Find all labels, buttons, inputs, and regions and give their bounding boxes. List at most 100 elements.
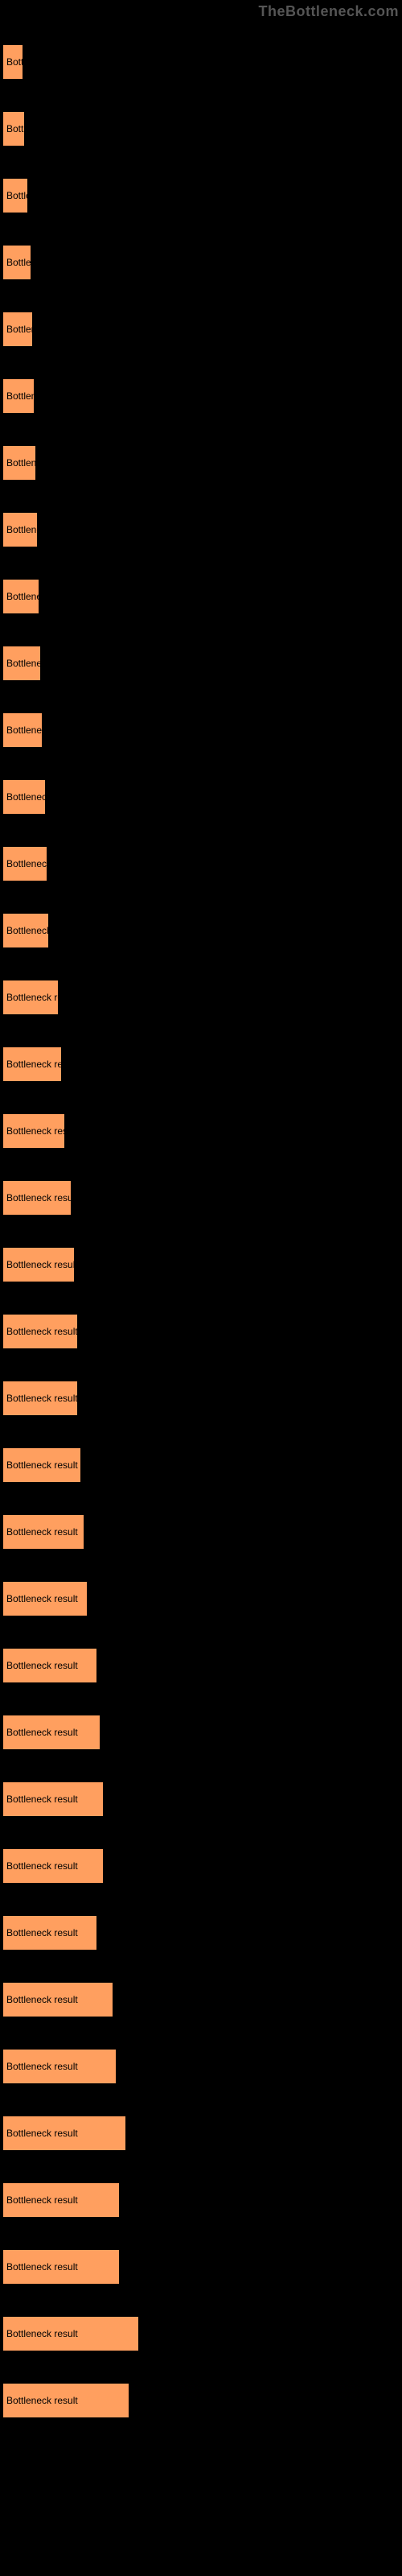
tick-label xyxy=(3,834,402,844)
tick-label xyxy=(3,2170,402,2180)
bar: Bottleneck result xyxy=(3,780,45,814)
tick-label xyxy=(3,1836,402,1846)
tick-label xyxy=(3,1903,402,1913)
bar: Bottleneck result xyxy=(3,847,47,881)
chart-row: Bottleneck result xyxy=(3,1903,402,1950)
bottleneck-bar-chart: Bottleneck result Bottleneck result Bottle… xyxy=(0,0,402,2417)
bar: Bottleneck result xyxy=(3,580,39,613)
bar: Bottleneck result xyxy=(3,513,37,547)
bar: Bottleneck result xyxy=(3,1916,96,1950)
bar: Bottleneck result xyxy=(3,1582,87,1616)
tick-label xyxy=(3,968,402,977)
bar: Bottleneck result xyxy=(3,1181,71,1215)
bar: Bottleneck result xyxy=(3,1315,77,1348)
chart-row: Bottleneck result xyxy=(3,500,402,547)
bar: Bottleneck result xyxy=(3,1448,80,1482)
tick-label xyxy=(3,1970,402,1979)
bar: Bottleneck result xyxy=(3,446,35,480)
tick-label xyxy=(3,500,402,510)
tick-label xyxy=(3,99,402,109)
bar: Bottleneck result xyxy=(3,179,27,213)
tick-label xyxy=(3,901,402,910)
tick-label xyxy=(3,700,402,710)
watermark-text: TheBottleneck.com xyxy=(258,3,399,20)
tick-label xyxy=(3,233,402,242)
chart-row: Bottleneck result xyxy=(3,166,402,213)
bar: Bottleneck result xyxy=(3,2250,119,2284)
tick-label xyxy=(3,2371,402,2380)
bar: Bottleneck result xyxy=(3,2384,129,2417)
tick-label xyxy=(3,1502,402,1512)
bar: Bottleneck result xyxy=(3,914,48,947)
chart-row: Bottleneck result xyxy=(3,2371,402,2417)
chart-row: Bottleneck result xyxy=(3,1502,402,1549)
tick-label xyxy=(3,1168,402,1178)
chart-row: Bottleneck result xyxy=(3,1235,402,1282)
bar: Bottleneck result xyxy=(3,246,31,279)
bar: Bottleneck result xyxy=(3,980,58,1014)
chart-row: Bottleneck result xyxy=(3,433,402,480)
chart-row: Bottleneck result xyxy=(3,1435,402,1482)
bar: Bottleneck result xyxy=(3,2317,138,2351)
bar: Bottleneck result xyxy=(3,1849,103,1883)
bar: Bottleneck result xyxy=(3,1983,113,2017)
tick-label xyxy=(3,1034,402,1044)
bar: Bottleneck result xyxy=(3,1715,100,1749)
chart-row: Bottleneck result xyxy=(3,1970,402,2017)
chart-row: Bottleneck result xyxy=(3,233,402,279)
chart-row: Bottleneck result xyxy=(3,634,402,680)
chart-row: Bottleneck result xyxy=(3,834,402,881)
chart-row: Bottleneck result xyxy=(3,1034,402,1081)
tick-label xyxy=(3,1569,402,1579)
bar: Bottleneck result xyxy=(3,1515,84,1549)
chart-row: Bottleneck result xyxy=(3,1101,402,1148)
bar: Bottleneck result xyxy=(3,1649,96,1682)
tick-label xyxy=(3,299,402,309)
bar: Bottleneck result xyxy=(3,1114,64,1148)
chart-row: Bottleneck result xyxy=(3,299,402,346)
chart-row: Bottleneck result xyxy=(3,2170,402,2217)
tick-label xyxy=(3,767,402,777)
bar: Bottleneck result xyxy=(3,1782,103,1816)
chart-row: Bottleneck result xyxy=(3,1636,402,1682)
chart-row: Bottleneck result xyxy=(3,2037,402,2083)
chart-row: Bottleneck result xyxy=(3,2304,402,2351)
tick-label xyxy=(3,1101,402,1111)
chart-row: Bottleneck result xyxy=(3,366,402,413)
chart-row: Bottleneck result xyxy=(3,1703,402,1749)
tick-label xyxy=(3,2237,402,2247)
bar: Bottleneck result xyxy=(3,646,40,680)
chart-row: Bottleneck result xyxy=(3,901,402,947)
tick-label xyxy=(3,1302,402,1311)
tick-label xyxy=(3,1769,402,1779)
chart-row: Bottleneck result xyxy=(3,1168,402,1215)
tick-label xyxy=(3,2304,402,2314)
bar: Bottleneck result xyxy=(3,2050,116,2083)
tick-label xyxy=(3,2037,402,2046)
tick-label xyxy=(3,433,402,443)
bar: Bottleneck result xyxy=(3,45,23,79)
chart-row: Bottleneck result xyxy=(3,1836,402,1883)
chart-row: Bottleneck result xyxy=(3,1368,402,1415)
tick-label xyxy=(3,366,402,376)
chart-row: Bottleneck result xyxy=(3,99,402,146)
chart-row: Bottleneck result xyxy=(3,2237,402,2284)
tick-label xyxy=(3,567,402,576)
chart-row: Bottleneck result xyxy=(3,767,402,814)
tick-label xyxy=(3,634,402,643)
chart-row: Bottleneck result xyxy=(3,32,402,79)
bar: Bottleneck result xyxy=(3,312,32,346)
bar: Bottleneck result xyxy=(3,1047,61,1081)
chart-row: Bottleneck result xyxy=(3,968,402,1014)
bar: Bottleneck result xyxy=(3,2116,125,2150)
tick-label xyxy=(3,1368,402,1378)
chart-row: Bottleneck result xyxy=(3,700,402,747)
chart-row: Bottleneck result xyxy=(3,1769,402,1816)
bar: Bottleneck result xyxy=(3,1381,77,1415)
bar: Bottleneck result xyxy=(3,2183,119,2217)
chart-row: Bottleneck result xyxy=(3,1302,402,1348)
chart-row: Bottleneck result xyxy=(3,567,402,613)
tick-label xyxy=(3,2103,402,2113)
bar: Bottleneck result xyxy=(3,112,24,146)
bar: Bottleneck result xyxy=(3,713,42,747)
